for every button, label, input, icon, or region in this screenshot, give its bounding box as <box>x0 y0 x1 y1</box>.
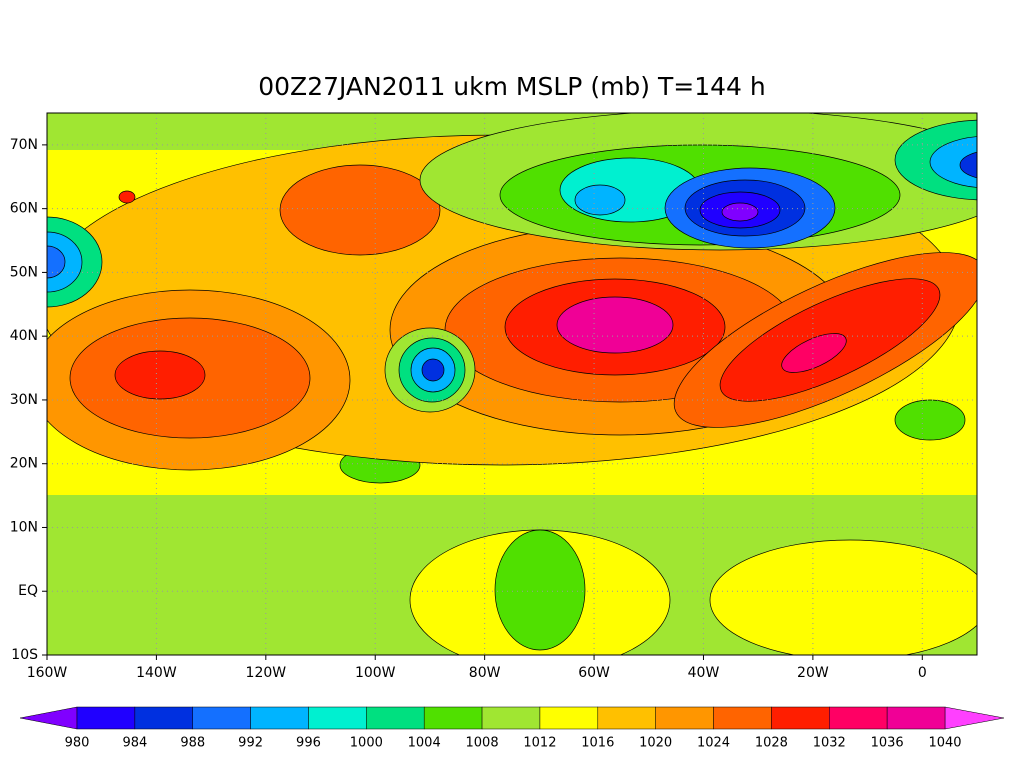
lat-label: 70N <box>10 137 38 153</box>
colorbar-under <box>19 706 78 730</box>
colorbar-box <box>597 706 656 730</box>
lat-label: 40N <box>10 328 38 344</box>
lat-label: 60N <box>10 201 38 217</box>
colorbar-box <box>655 706 714 730</box>
lon-label: 40W <box>688 665 720 681</box>
colorbar-box <box>76 706 136 730</box>
lat-label: EQ <box>18 583 38 599</box>
lat-label: 10N <box>10 519 38 535</box>
colorbar-label: 984 <box>122 736 147 751</box>
colorbar: 980 984 988 992 996 1000 1004 1008 1012 1016 1020 1… <box>19 706 1005 751</box>
colorbar-label: 1040 <box>928 736 961 751</box>
colorbar-box <box>886 706 946 730</box>
lon-label: 100W <box>355 665 396 681</box>
lon-label: 20W <box>797 665 829 681</box>
colorbar-label: 1036 <box>871 736 904 751</box>
colorbar-box <box>250 706 309 730</box>
colorbar-label: 1020 <box>639 736 672 751</box>
colorbar-box <box>481 706 541 730</box>
lat-label: 20N <box>10 456 38 472</box>
colorbar-label: 1000 <box>350 736 383 751</box>
colorbar-box <box>771 706 830 730</box>
colorbar-box <box>423 706 483 730</box>
colorbar-label: 1016 <box>581 736 614 751</box>
colorbar-label: 1004 <box>408 736 441 751</box>
colorbar-box <box>134 706 193 730</box>
lon-label: 60W <box>578 665 610 681</box>
colorbar-over <box>944 706 1005 730</box>
pressure-field <box>47 113 977 655</box>
lon-label: 80W <box>469 665 501 681</box>
colorbar-box <box>308 706 367 730</box>
lat-label: 30N <box>10 392 38 408</box>
lon-label: 140W <box>136 665 177 681</box>
colorbar-label: 992 <box>238 736 263 751</box>
colorbar-box <box>539 706 599 730</box>
lon-label: 160W <box>27 665 68 681</box>
colorbar-label: 1032 <box>813 736 846 751</box>
colorbar-label: 1012 <box>523 736 556 751</box>
title: 00Z27JAN2011 ukm MSLP (mb) T=144 h <box>258 72 765 101</box>
colorbar-box <box>713 706 772 730</box>
lat-label: 10S <box>11 647 38 663</box>
colorbar-label: 1024 <box>697 736 730 751</box>
colorbar-label: 980 <box>65 736 90 751</box>
colorbar-label: 996 <box>296 736 321 751</box>
lon-label: 120W <box>246 665 287 681</box>
colorbar-label: 1028 <box>755 736 788 751</box>
lat-label: 50N <box>10 264 38 280</box>
colorbar-box <box>829 706 888 730</box>
plot-frame <box>46 112 978 656</box>
axis-labels: 160W 140W 120W 100W 80W 60W 40W 20W 0 70N 60N 50N 40… <box>10 137 927 681</box>
lon-label: 0 <box>918 665 927 681</box>
colorbar-box <box>366 706 425 730</box>
colorbar-box <box>192 706 251 730</box>
graticule <box>47 113 977 655</box>
colorbar-label: 1008 <box>466 736 499 751</box>
colorbar-label: 988 <box>180 736 205 751</box>
